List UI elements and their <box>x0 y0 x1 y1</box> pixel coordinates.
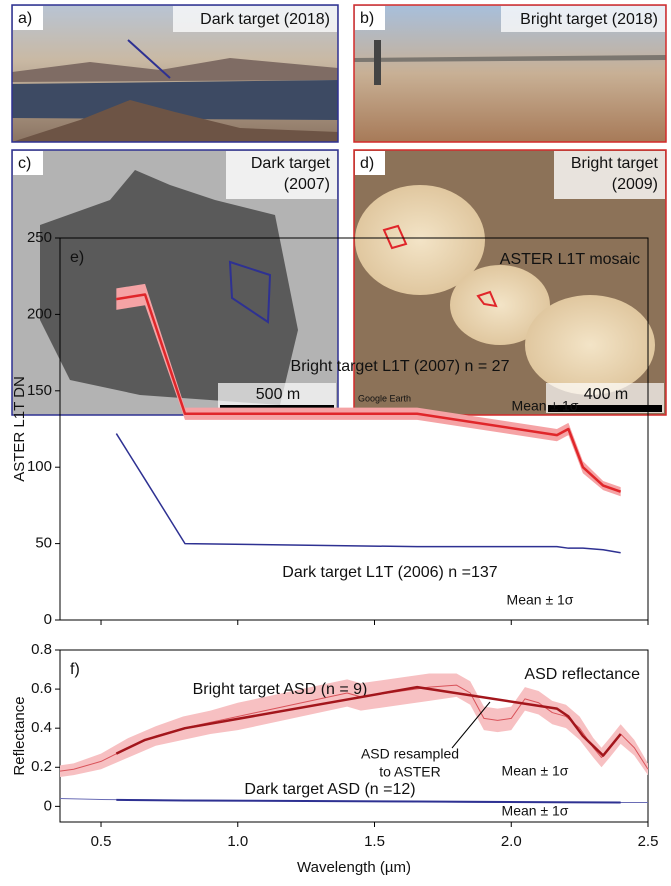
x-tick-label: 2.5 <box>638 833 659 850</box>
panel-title: (2007) <box>284 176 330 193</box>
series-label: Dark target ASD (n =12) <box>244 781 415 798</box>
panel-title: Dark target (2018) <box>200 11 330 28</box>
annotation: ASD reflectance <box>524 666 640 683</box>
y-tick-label: 0 <box>44 611 52 628</box>
leader-label: ASD resampled <box>361 746 459 762</box>
annotation: e) <box>70 249 84 266</box>
scale-bar-label: 500 m <box>256 386 300 403</box>
panel-title: (2009) <box>612 176 658 193</box>
annotation: Mean ± 1σ <box>502 803 569 819</box>
panel-title: Bright target <box>571 155 659 172</box>
y-axis-label: Reflectance <box>11 696 28 775</box>
panel-label: d) <box>360 155 374 172</box>
y-tick-label: 250 <box>27 229 52 246</box>
y-tick-label: 0.8 <box>31 641 52 658</box>
series-label: Bright target ASD (n = 9) <box>193 681 368 698</box>
panel-label: c) <box>18 155 31 172</box>
series-label: Dark target L1T (2006) n =137 <box>282 564 497 581</box>
x-tick-label: 1.5 <box>364 833 385 850</box>
series-label: Bright target L1T (2007) n = 27 <box>291 358 510 375</box>
y-tick-label: 50 <box>35 535 52 552</box>
y-tick-label: 150 <box>27 382 52 399</box>
annotation: Mean ± 1σ <box>502 763 569 779</box>
annotation: ASTER L1T mosaic <box>500 251 640 268</box>
x-axis-label: Wavelength (µm) <box>297 859 411 876</box>
panel-title: Dark target <box>251 155 331 172</box>
panel-label: b) <box>360 10 374 27</box>
annotation: f) <box>70 661 80 678</box>
annotation: Mean ± 1σ <box>507 592 574 608</box>
y-tick-label: 0.4 <box>31 719 52 736</box>
leader-label: to ASTER <box>379 764 440 780</box>
scale-bar-label: 400 m <box>584 386 628 403</box>
y-tick-label: 100 <box>27 458 52 475</box>
y-tick-label: 0.6 <box>31 680 52 697</box>
y-tick-label: 0.2 <box>31 758 52 775</box>
watermark: Google Earth <box>358 393 411 403</box>
y-tick-label: 200 <box>27 305 52 322</box>
y-axis-label: ASTER L1T DN <box>11 376 28 482</box>
x-tick-label: 1.0 <box>227 833 248 850</box>
y-tick-label: 0 <box>44 797 52 814</box>
annotation: Mean ± 1σ <box>512 398 579 414</box>
panel-title: Bright target (2018) <box>520 11 658 28</box>
x-tick-label: 0.5 <box>91 833 112 850</box>
series-line <box>116 434 620 553</box>
figure: a) Dark target (2018) b) Bright target (201… <box>0 0 671 881</box>
panel-label: a) <box>18 10 32 27</box>
x-tick-label: 2.0 <box>501 833 522 850</box>
